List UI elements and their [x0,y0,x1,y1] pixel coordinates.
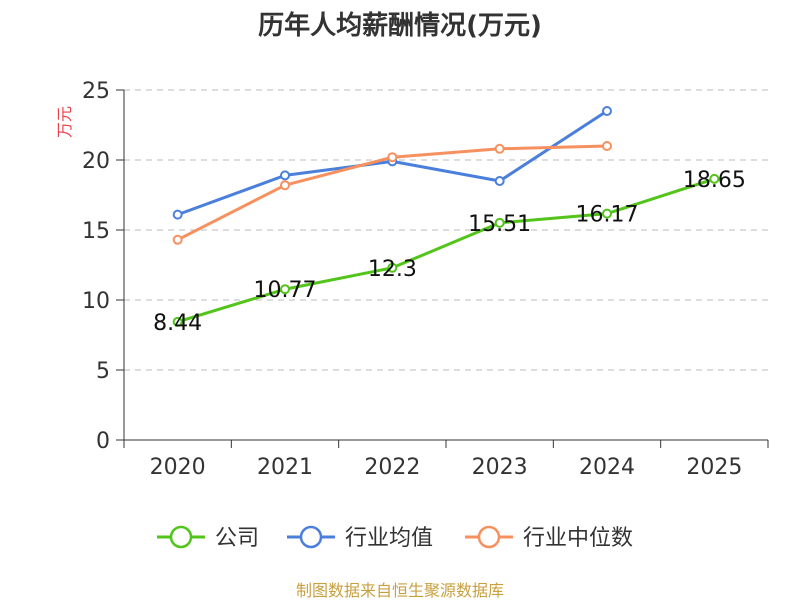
grid-lines [124,89,768,371]
data-point [172,209,183,220]
x-tick-label: 2025 [686,455,742,480]
legend-label: 行业均值 [345,526,433,551]
data-label: 8.44 [153,311,202,336]
data-point [494,176,505,186]
data-label: 18.65 [683,168,746,193]
y-tick-label: 10 [82,289,110,314]
x-tick-label: 2022 [364,455,420,480]
x-tick-label: 2024 [579,455,635,480]
legend-label: 公司 [215,526,259,551]
legend-marker [299,525,323,549]
legend-label: 行业中位数 [523,526,633,551]
y-tick-label: 20 [82,149,110,174]
series-1 [172,106,612,220]
data-point [280,170,290,181]
y-tick-label: 15 [82,219,110,244]
data-point [494,217,505,228]
data-point [602,208,612,219]
series-0 [172,173,720,327]
data-point [387,152,398,163]
legend-item-0[interactable]: 公司 [157,525,259,551]
source-note: 制图数据来自恒生聚源数据库 [296,581,504,600]
series-line [177,177,715,324]
data-point [602,106,612,116]
data-label: 16.17 [576,203,639,228]
data-point [172,234,183,245]
data-point [280,180,290,191]
series-group [172,106,720,327]
x-tick-label: 2020 [150,455,206,480]
legend-marker [169,525,193,549]
data-point [709,173,720,184]
y-tick-label: 25 [82,79,110,104]
series-2 [172,141,612,245]
data-point [602,141,612,151]
data-labels: 8.44 10.77 12.3 15.51 16.17 18.65 [153,168,746,336]
y-tick-label: 5 [96,359,110,384]
x-tick-label: 2023 [472,455,528,480]
data-label: 10.77 [254,278,317,303]
y-axis-label: 万元 [55,106,74,138]
data-label: 15.51 [468,212,531,237]
data-point [280,284,290,295]
legend-marker [477,525,501,549]
legend-item-1[interactable]: 行业均值 [287,525,433,551]
data-label: 12.3 [368,257,417,282]
legend-item-2[interactable]: 行业中位数 [465,525,633,551]
data-point [494,143,505,154]
data-point [387,262,398,273]
legend: 公司 行业均值 行业中位数 [157,525,633,551]
data-point [172,316,183,327]
x-tick-label: 2021 [257,455,313,480]
y-tick-label: 0 [96,429,110,454]
chart-title: 历年人均薪酬情况(万元) [258,10,542,41]
